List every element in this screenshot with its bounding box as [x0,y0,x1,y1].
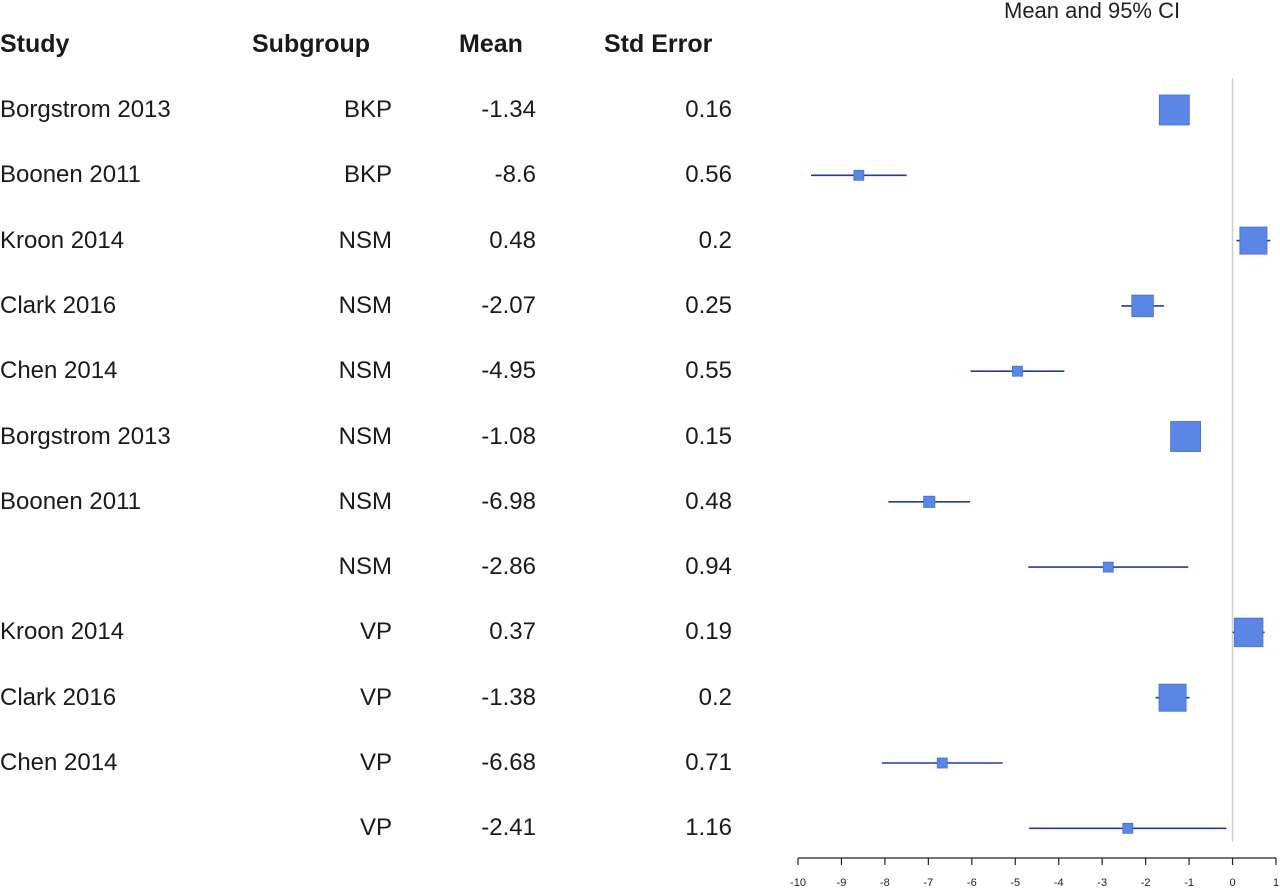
cell-mean: -1.34 [481,96,536,123]
cell-mean: -2.41 [481,814,536,842]
cell-study: Chen 2014 [0,357,118,385]
x-tick-label: -5 [1010,877,1020,889]
x-tick-label: 1 [1273,877,1279,889]
cell-study: Kroon 2014 [0,618,125,646]
x-tick-label: -3 [1097,877,1107,889]
estimate-marker [1158,94,1190,126]
cell-subgroup: NSM [338,357,392,385]
cell-study: Clark 2016 [0,291,117,319]
chart-title: Mean and 95% CI [1004,0,1181,23]
cell-mean: -1.08 [481,422,536,450]
cell-mean: -6.68 [481,749,536,776]
cell-mean: -2.07 [481,291,536,319]
estimate-marker [936,757,948,769]
cell-study: Borgstrom 2013 [0,422,171,450]
cell-subgroup: VP [359,814,392,842]
cell-std-error: 0.71 [685,749,732,776]
estimate-marker [1158,683,1187,712]
x-tick-label: -7 [923,877,933,889]
x-tick-label: -1 [1184,877,1194,889]
cell-std-error: 0.16 [685,96,732,123]
cell-subgroup: NSM [338,226,392,254]
cell-std-error: 0.2 [698,683,732,711]
cell-subgroup: NSM [338,553,392,581]
header-subgroup: Subgroup [252,30,371,58]
cell-study: Boonen 2011 [0,161,142,189]
cell-subgroup: NSM [338,291,392,319]
cell-study: Chen 2014 [0,749,118,776]
cell-subgroup: NSM [338,487,392,515]
header-std-error: Std Error [604,30,713,58]
x-tick-label: -10 [790,877,806,889]
cell-study: Kroon 2014 [0,226,125,254]
cell-mean: -2.86 [481,553,536,581]
cell-subgroup: VP [359,683,392,711]
x-tick-label: -9 [837,877,847,889]
estimate-marker [1012,365,1023,377]
cell-std-error: 0.48 [685,487,732,515]
estimate-marker [853,169,865,181]
cell-mean: 0.37 [489,618,536,646]
cell-std-error: 0.55 [685,357,732,385]
estimate-marker [1122,822,1134,834]
cell-std-error: 1.16 [685,814,732,842]
cell-study: Clark 2016 [0,683,117,711]
header-mean: Mean [459,30,523,58]
estimate-marker [1233,617,1264,648]
cell-std-error: 0.19 [685,618,732,646]
cell-mean: -8.6 [494,161,536,189]
cell-subgroup: VP [359,749,392,776]
cell-mean: -4.95 [481,357,536,385]
header-study: Study [0,30,70,58]
cell-study: Boonen 2011 [0,487,142,515]
cell-mean: 0.48 [489,226,536,254]
estimate-marker [1239,226,1268,255]
estimate-marker [1170,421,1202,452]
cell-std-error: 0.2 [698,226,732,254]
cell-std-error: 0.25 [685,291,732,319]
cell-std-error: 0.56 [685,161,732,189]
estimate-marker [1131,294,1154,318]
cell-std-error: 0.94 [685,553,732,581]
x-tick-label: 0 [1229,877,1235,889]
cell-subgroup: BKP [343,161,392,189]
x-tick-label: -2 [1141,877,1151,889]
x-tick-label: -4 [1054,877,1064,889]
estimate-marker [923,495,936,508]
x-tick-label: -6 [967,877,977,889]
cell-study: Borgstrom 2013 [0,96,171,123]
cell-mean: -1.38 [481,683,536,711]
cell-subgroup: BKP [343,96,392,123]
cell-mean: -6.98 [481,487,536,515]
cell-std-error: 0.15 [685,422,732,450]
estimate-marker [1102,561,1114,573]
cell-subgroup: VP [359,618,392,646]
cell-subgroup: NSM [338,422,392,450]
x-tick-label: -8 [880,877,890,889]
